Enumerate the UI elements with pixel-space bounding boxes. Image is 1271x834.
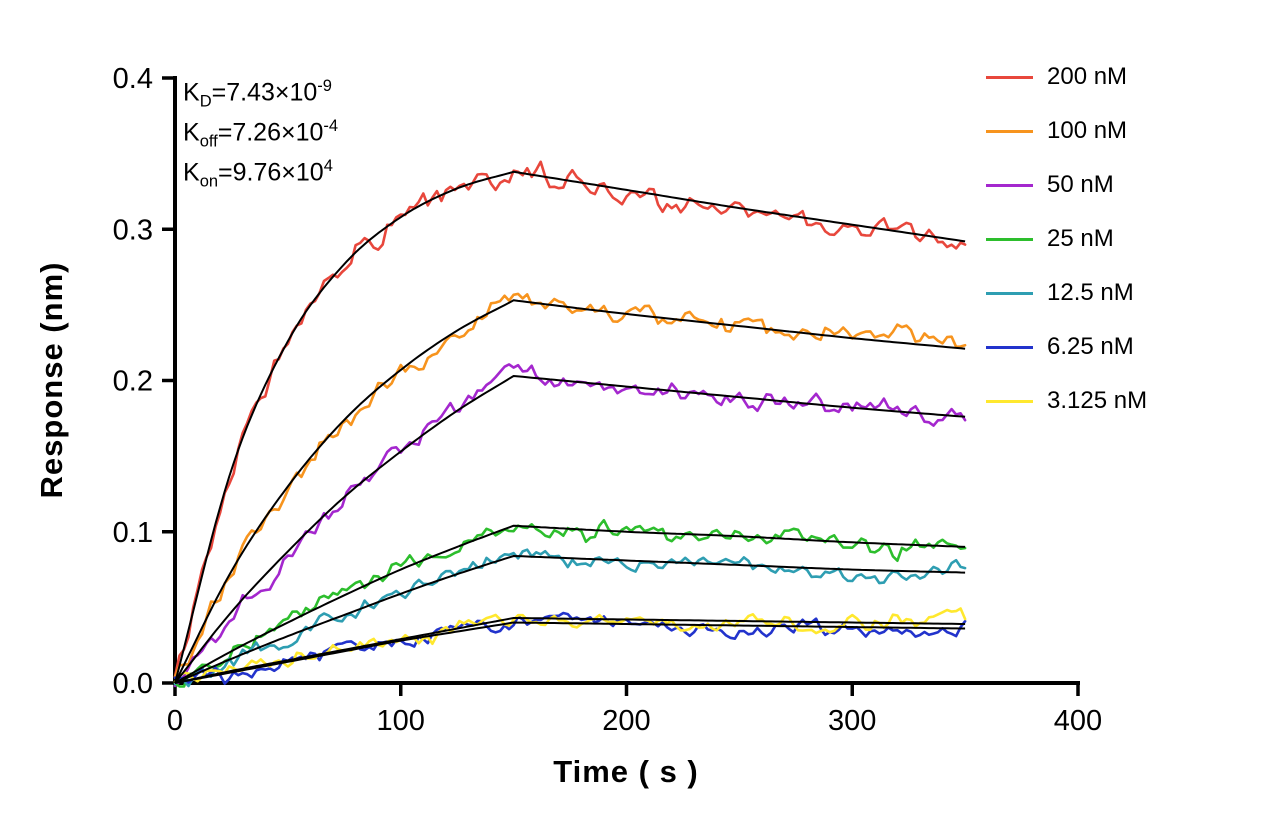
- legend-item-25-nm: 25 nM: [986, 212, 1147, 266]
- legend-line-swatch: [986, 129, 1033, 133]
- x-tick-label: 0: [167, 705, 183, 737]
- y-tick-label: 0.0: [113, 668, 153, 700]
- fit-curve-12-5-nm: [174, 555, 966, 684]
- legend-item-50-nm: 50 nM: [986, 158, 1147, 212]
- legend-label: 12.5 nM: [1047, 279, 1134, 306]
- kinetics-value-off: Koff=7.26×10-4: [183, 117, 339, 151]
- legend-item-100-nm: 100 nM: [986, 104, 1147, 158]
- kinetics-annotation: KD=7.43×10-9 Koff=7.26×10-4 Kon=9.76×104: [183, 66, 339, 191]
- legend-item-12-5-nm: 12.5 nM: [986, 266, 1147, 320]
- kinetics-value-on: Kon=9.76×104: [183, 157, 333, 191]
- legend-label: 100 nM: [1047, 117, 1128, 144]
- legend-item-3-125-nm: 3.125 nM: [986, 374, 1147, 428]
- legend-label: 6.25 nM: [1047, 333, 1134, 360]
- legend-item-6-25-nm: 6.25 nM: [986, 320, 1147, 374]
- legend-label: 25 nM: [1047, 225, 1114, 252]
- legend-item-200-nm: 200 nM: [986, 50, 1147, 104]
- y-tick-label: 0.3: [113, 214, 153, 246]
- fit-curve-50-nm: [174, 375, 966, 684]
- x-tick-label: 300: [828, 705, 876, 737]
- trace-12-5-nm: [173, 548, 967, 688]
- y-tick-label: 0.2: [113, 366, 153, 398]
- legend-line-swatch: [986, 291, 1033, 295]
- fit-curve-100-nm: [174, 299, 966, 684]
- legend: 200 nM 100 nM 50 nM 25 nM 12.5 nM 6.25 nM 3.12…: [986, 50, 1147, 428]
- fit-curve-200-nm: [174, 170, 966, 684]
- legend-line-swatch: [986, 345, 1033, 349]
- y-axis-title: Response (nm): [34, 261, 69, 499]
- legend-label: 50 nM: [1047, 171, 1114, 198]
- trace-200-nm: [173, 160, 967, 678]
- trace-100-nm: [173, 292, 967, 679]
- y-tick-label: 0.4: [113, 63, 153, 95]
- kinetics-value-d: KD=7.43×10-9: [183, 77, 332, 111]
- legend-label: 200 nM: [1047, 63, 1128, 90]
- fit-curve-25-nm: [174, 524, 966, 684]
- legend-line-swatch: [986, 399, 1033, 403]
- x-tick-label: 400: [1054, 705, 1102, 737]
- y-tick-label: 0.1: [113, 517, 153, 549]
- legend-label: 3.125 nM: [1047, 387, 1148, 414]
- x-tick-label: 100: [377, 705, 425, 737]
- trace-50-nm: [173, 363, 967, 688]
- legend-line-swatch: [986, 75, 1033, 79]
- x-tick-label: 200: [602, 705, 650, 737]
- fit-curve-6-25-nm: [174, 621, 966, 684]
- x-axis-title: Time ( s ): [553, 754, 699, 789]
- fit-curve-3-125-nm: [174, 617, 966, 684]
- legend-line-swatch: [986, 237, 1033, 241]
- legend-line-swatch: [986, 183, 1033, 187]
